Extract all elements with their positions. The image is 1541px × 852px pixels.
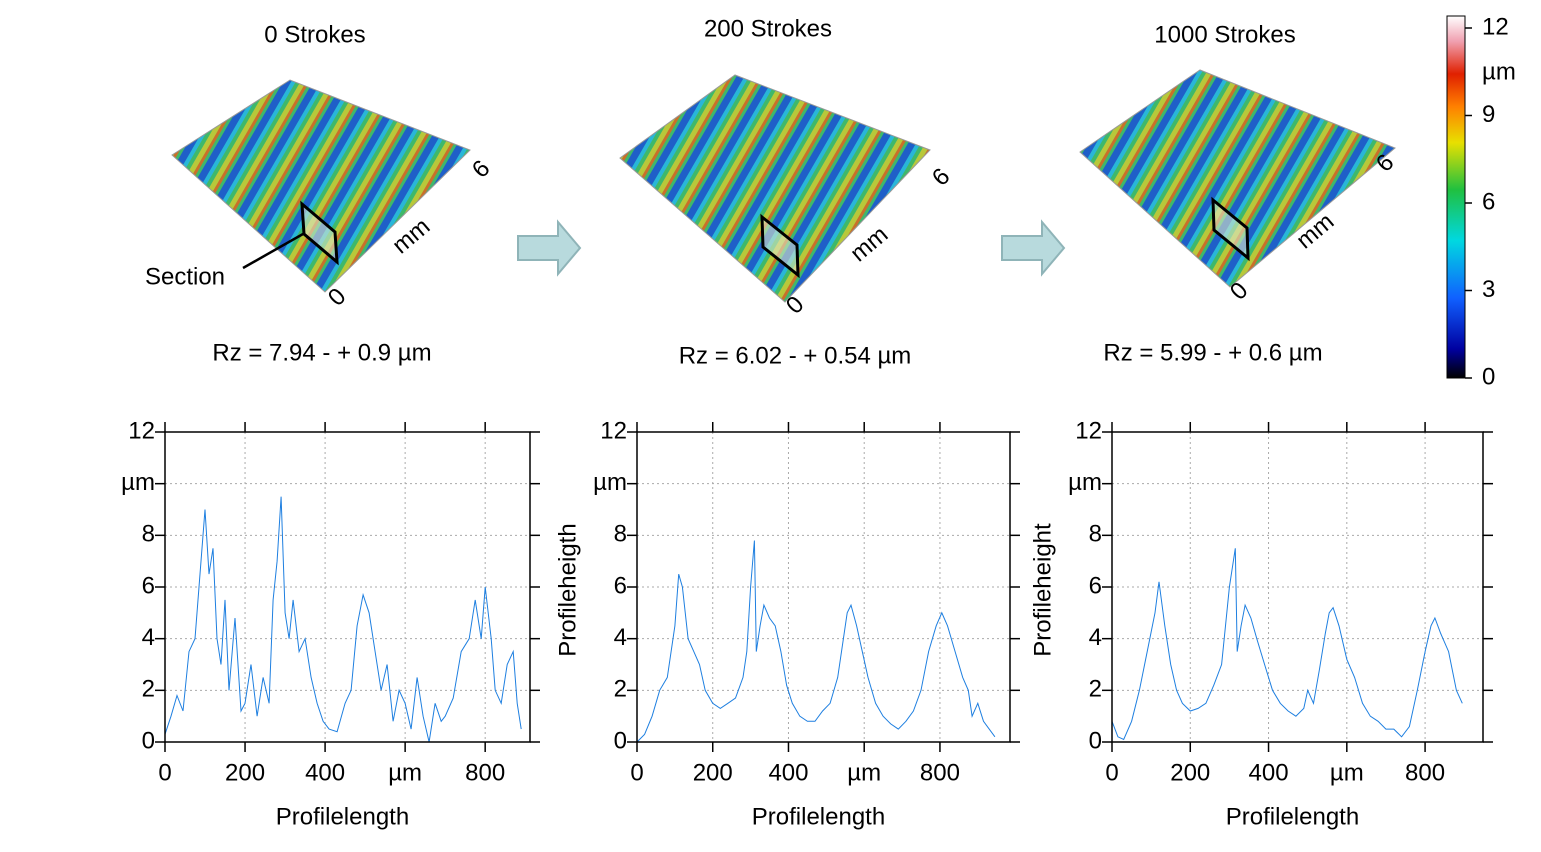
section-label: Section [145, 263, 225, 290]
y-tick-label: µm [593, 469, 627, 496]
x-axis-label: Profilelength [752, 803, 885, 830]
x-tick-label: µm [388, 759, 422, 786]
x-axis-label: Profilelength [1226, 803, 1359, 830]
colorbar-tick-label: 12 [1482, 13, 1509, 40]
y-tick-label: 4 [142, 624, 155, 651]
x-tick-label: 400 [768, 759, 808, 786]
x-tick-label: 800 [1405, 759, 1445, 786]
panel-title: 0 Strokes [264, 21, 365, 48]
y-tick-label: 0 [614, 727, 627, 754]
y-tick-label: 6 [1089, 572, 1102, 599]
y-tick-label: 8 [1089, 521, 1102, 548]
panel-title: 1000 Strokes [1154, 21, 1295, 48]
y-tick-label: µm [1068, 469, 1102, 496]
colorbar-unit: µm [1482, 58, 1516, 85]
panel-title: 200 Strokes [704, 15, 832, 42]
y-axis-label: Profileheigth [554, 523, 581, 656]
y-tick-label: 12 [600, 417, 627, 444]
colorbar [1446, 15, 1466, 379]
x-tick-label: µm [1330, 759, 1364, 786]
plot-frame [1111, 431, 1484, 743]
x-tick-label: 200 [693, 759, 733, 786]
axis-label: 0 [323, 283, 352, 312]
axis-label: 0 [781, 291, 810, 320]
x-tick-label: 400 [1249, 759, 1289, 786]
y-tick-label: 4 [614, 624, 627, 651]
axis-label: 0 [1225, 277, 1254, 306]
roughness-label: Rz = 5.99 - + 0.6 µm [1103, 339, 1322, 366]
colorbar-tick-label: 0 [1482, 363, 1495, 390]
x-tick-label: 0 [630, 759, 643, 786]
colorbar-tick-label: 9 [1482, 101, 1495, 128]
plot-frame [164, 431, 531, 743]
x-tick-label: 200 [225, 759, 265, 786]
y-tick-label: 12 [1075, 417, 1102, 444]
x-tick-label: 800 [920, 759, 960, 786]
roughness-label: Rz = 7.94 - + 0.9 µm [212, 339, 431, 366]
y-tick-label: 8 [142, 521, 155, 548]
plot-frame [636, 431, 1011, 743]
arrow [1001, 219, 1066, 277]
y-tick-label: 2 [1089, 676, 1102, 703]
colorbar-tick-label: 6 [1482, 188, 1495, 215]
roughness-label: Rz = 6.02 - + 0.54 µm [679, 342, 912, 369]
x-tick-label: 0 [158, 759, 171, 786]
surface-1 [171, 79, 471, 293]
data-line [1111, 548, 1463, 741]
y-tick-label: 4 [1089, 624, 1102, 651]
arrow [517, 219, 582, 277]
axis-label: 6 [467, 155, 496, 184]
x-tick-label: 400 [305, 759, 345, 786]
x-tick-label: 0 [1105, 759, 1118, 786]
y-tick-label: 6 [614, 572, 627, 599]
y-tick-label: 0 [142, 727, 155, 754]
x-tick-label: 800 [465, 759, 505, 786]
y-tick-label: 6 [142, 572, 155, 599]
y-tick-label: 2 [142, 676, 155, 703]
y-axis-label: Profileheight [1029, 523, 1056, 657]
y-tick-label: 12 [128, 417, 155, 444]
x-axis-label: Profilelength [276, 803, 409, 830]
y-tick-label: 8 [614, 521, 627, 548]
data-line [164, 496, 522, 743]
axis-label: 6 [927, 163, 956, 192]
surface-2 [619, 74, 931, 303]
x-tick-label: 200 [1170, 759, 1210, 786]
y-tick-label: µm [121, 469, 155, 496]
y-tick-label: 0 [1089, 727, 1102, 754]
y-tick-label: 2 [614, 676, 627, 703]
surface-3 [1079, 69, 1396, 288]
x-tick-label: µm [847, 759, 881, 786]
data-line [636, 540, 996, 743]
colorbar-tick-label: 3 [1482, 276, 1495, 303]
